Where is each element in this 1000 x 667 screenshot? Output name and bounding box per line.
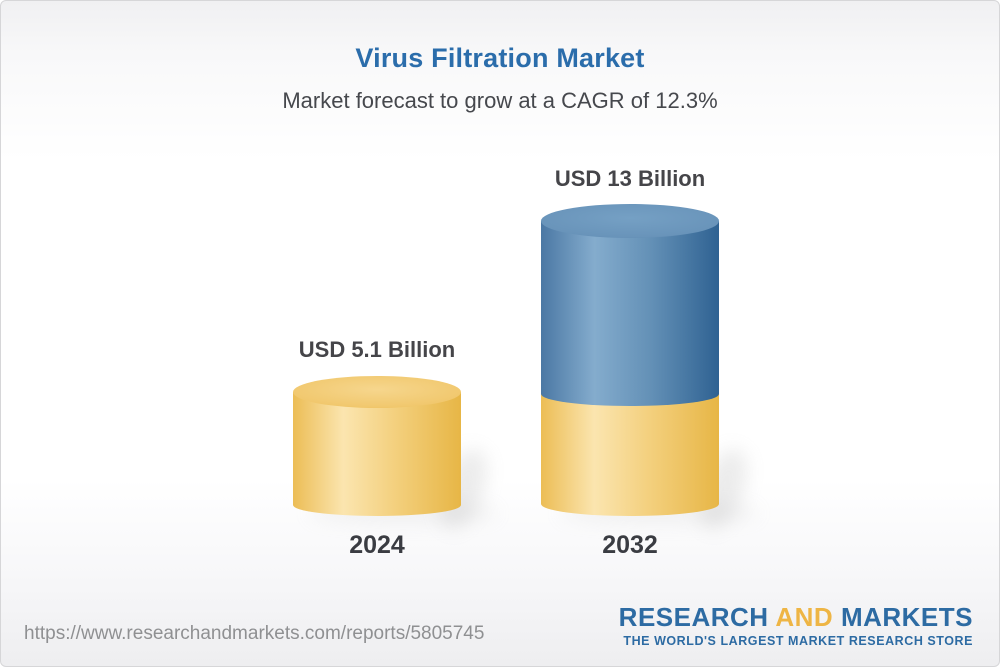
report-url-link[interactable]: https://www.researchandmarkets.com/repor…: [24, 623, 485, 644]
bar-2032-growth-segment: [541, 221, 719, 406]
bar-2032-cylinder: [541, 204, 719, 516]
bar-2024-cylinder: [293, 376, 461, 516]
value-label-2024: USD 5.1 Billion: [298, 337, 456, 362]
logo-word-markets: MARKETS: [840, 602, 973, 632]
logo-word-and: AND: [775, 602, 834, 632]
logo-wordmark: RESEARCH AND MARKETS: [619, 604, 973, 630]
value-label-2032: USD 13 Billion: [554, 166, 706, 191]
logo-word-research: RESEARCH: [618, 602, 769, 632]
bar-2032-base-segment: [541, 394, 719, 516]
page-title: Virus Filtration Market: [355, 43, 645, 73]
category-label-2024: 2024: [349, 531, 405, 559]
research-and-markets-logo: RESEARCH AND MARKETS THE WORLD'S LARGEST…: [619, 604, 973, 648]
logo-tagline: THE WORLD'S LARGEST MARKET RESEARCH STOR…: [623, 634, 973, 648]
page-subtitle: Market forecast to grow at a CAGR of 12.…: [282, 88, 718, 113]
category-label-2032: 2032: [602, 531, 658, 559]
market-size-chart: [293, 204, 759, 530]
